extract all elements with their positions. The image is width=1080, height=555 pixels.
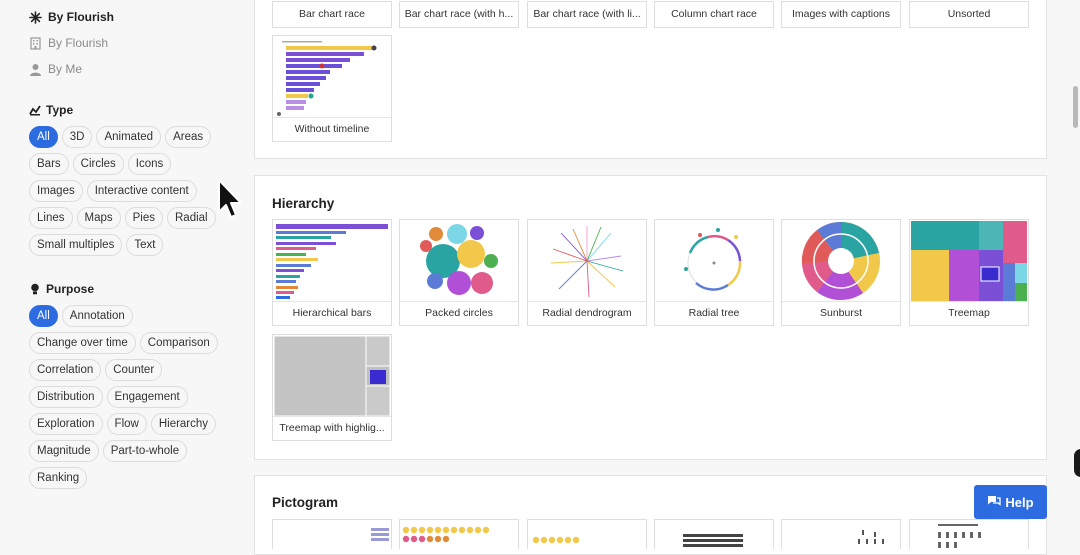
template-card-label: Sunburst [782,301,900,325]
source-label: By Flourish [48,36,109,50]
type-filter-group: Type All 3D Animated Areas Bars Circles … [29,101,250,256]
type-chip-pies[interactable]: Pies [124,207,163,229]
template-card-unsorted[interactable]: Unsorted [909,1,1029,28]
template-card-label: Packed circles [400,301,518,325]
template-card-radial-dendrogram[interactable]: Radial dendrogram [527,219,647,326]
type-chip-images[interactable]: Images [29,180,83,202]
template-card-pictogram-6[interactable] [909,519,1029,549]
type-chip-all[interactable]: All [29,126,58,148]
source-by-me[interactable]: By Me [29,56,250,82]
template-thumbnail [401,221,517,301]
section-title-hierarchy: Hierarchy [272,196,335,211]
purpose-chip-correlation[interactable]: Correlation [29,359,102,381]
purpose-chip-magnitude[interactable]: Magnitude [29,440,99,462]
type-filter-title: Type [29,101,250,119]
purpose-chip-exploration[interactable]: Exploration [29,413,103,435]
purpose-chip-flow[interactable]: Flow [106,413,147,435]
type-chip-lines[interactable]: Lines [29,207,73,229]
template-card-label: Treemap with highlig... [273,416,391,440]
template-card-images-with-captions[interactable]: Images with captions [781,1,901,28]
purpose-chip-engagement[interactable]: Engagement [106,386,188,408]
template-card-treemap-with-highlight[interactable]: Treemap with highlig... [272,334,392,441]
type-chip-animated[interactable]: Animated [96,126,162,148]
template-card-label: Without timeline [273,117,391,141]
person-icon [29,63,42,76]
purpose-chip-all[interactable]: All [29,305,58,327]
type-chip-interactive-content[interactable]: Interactive content [86,180,197,202]
template-card-label: Radial dendrogram [528,301,646,325]
type-chip-bars[interactable]: Bars [29,153,69,175]
bar-chart-race-section: Bar chart race Bar chart race (with h...… [254,0,1047,159]
type-chip-icons[interactable]: Icons [127,153,172,175]
template-card-column-chart-race[interactable]: Column chart race [654,1,774,28]
template-card-pictogram-2[interactable] [399,519,519,549]
purpose-chip-ranking[interactable]: Ranking [29,467,88,489]
template-thumbnail [911,221,1027,301]
chart-type-icon [29,104,41,116]
template-thumbnail [274,37,390,117]
template-card-hierarchical-bars[interactable]: Hierarchical bars [272,219,392,326]
template-card-pictogram-4[interactable] [654,519,774,549]
type-chip-circles[interactable]: Circles [72,153,124,175]
chat-bubble-icon [987,495,1002,510]
template-card-label: Treemap [910,301,1028,325]
purpose-chip-hierarchy[interactable]: Hierarchy [150,413,217,435]
purpose-chip-part-to-whole[interactable]: Part-to-whole [102,440,188,462]
type-chip-small-multiples[interactable]: Small multiples [29,234,123,256]
purpose-chip-change-over-time[interactable]: Change over time [29,332,136,354]
source-label: By Me [48,62,83,76]
template-thumbnail [274,336,390,416]
help-button[interactable]: Help [974,485,1047,519]
template-card-treemap[interactable]: Treemap [909,219,1029,326]
template-card-bar-chart-race[interactable]: Bar chart race [272,1,392,28]
mouse-cursor-icon [216,178,244,220]
template-card-label: Radial tree [655,301,773,325]
purpose-chip-comparison[interactable]: Comparison [139,332,218,354]
template-card-label: Hierarchical bars [273,301,391,325]
template-card-sunburst[interactable]: Sunburst [781,219,901,326]
source-by-flourish-featured[interactable]: By Flourish [29,4,250,30]
flourish-icon [29,10,42,24]
type-chip-text[interactable]: Text [126,234,164,256]
source-by-flourish[interactable]: By Flourish [29,30,250,56]
template-thumbnail [783,221,899,301]
type-chip-radial[interactable]: Radial [167,207,216,229]
lightbulb-icon [29,283,41,295]
template-card-bar-chart-race-h[interactable]: Bar chart race (with h... [399,1,519,28]
template-card-pictogram-5[interactable] [781,519,901,549]
source-label: By Flourish [48,10,115,24]
template-thumbnail [274,221,390,301]
section-title-pictogram: Pictogram [272,495,339,510]
purpose-filter-title: Purpose [29,280,250,298]
template-thumbnail [656,221,772,301]
purpose-chip-counter[interactable]: Counter [105,359,163,381]
type-chip-3d[interactable]: 3D [61,126,93,148]
sidebar: By Flourish By Flourish By Me Type All 3… [0,0,250,542]
pictogram-section: Pictogram [254,475,1047,555]
template-card-pictogram-1[interactable] [272,519,392,549]
type-chip-maps[interactable]: Maps [76,207,121,229]
purpose-chip-annotation[interactable]: Annotation [61,305,133,327]
type-chip-areas[interactable]: Areas [165,126,212,148]
page-scrollbar-thumb[interactable] [1073,86,1078,128]
template-card-bar-chart-race-li[interactable]: Bar chart race (with li... [527,1,647,28]
purpose-filter-group: Purpose All Annotation Change over time … [29,280,250,489]
template-card-radial-tree[interactable]: Radial tree [654,219,774,326]
template-card-without-timeline[interactable]: Without timeline [272,35,392,142]
building-icon [29,36,42,50]
template-gallery: Bar chart race Bar chart race (with h...… [254,0,1047,555]
chat-widget-edge[interactable] [1074,449,1080,477]
template-card-pictogram-3[interactable] [527,519,647,549]
hierarchy-section: Hierarchy [254,175,1047,460]
purpose-chip-distribution[interactable]: Distribution [29,386,103,408]
template-card-packed-circles[interactable]: Packed circles [399,219,519,326]
template-thumbnail [529,221,645,301]
